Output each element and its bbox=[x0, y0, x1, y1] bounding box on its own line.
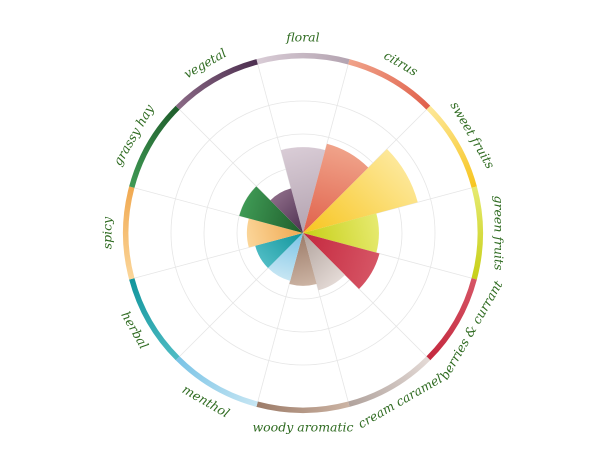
wedge-grassy-hay[interactable] bbox=[239, 186, 303, 233]
label-sweet-fruits: sweet fruits bbox=[447, 99, 497, 171]
label-green-fruits: green fruits bbox=[492, 196, 507, 271]
wedge-berries-currant[interactable] bbox=[303, 233, 380, 290]
wedge-sweet-fruits[interactable] bbox=[303, 148, 418, 233]
ring-segment-spicy bbox=[123, 186, 135, 280]
wedge-citrus[interactable] bbox=[303, 143, 369, 233]
ring-segment-woody-aromatic bbox=[256, 401, 350, 413]
outer-ring bbox=[123, 53, 483, 413]
ring-segment-floral bbox=[256, 53, 350, 65]
wedge-spicy[interactable] bbox=[246, 218, 303, 248]
ring-segment-menthol bbox=[175, 356, 258, 407]
ring-segment-citrus bbox=[348, 59, 431, 110]
wedge-vegetal[interactable] bbox=[270, 188, 303, 233]
wedges bbox=[239, 143, 418, 291]
label-grassy-hay: grassy hay bbox=[110, 101, 157, 168]
label-floral: floral bbox=[285, 30, 319, 45]
wedge-woody-aromatic[interactable] bbox=[289, 233, 317, 286]
ring-segment-green-fruits bbox=[471, 186, 483, 280]
ring-segment-grassy-hay bbox=[129, 105, 180, 188]
grid-spoke-9 bbox=[179, 256, 280, 357]
ring-segment-herbal bbox=[129, 278, 180, 361]
grid-ring-4 bbox=[170, 100, 436, 366]
label-woody-aromatic: woody aromatic bbox=[252, 420, 353, 435]
ring-segment-cream-caramel bbox=[348, 356, 431, 407]
ring-segment-vegetal bbox=[175, 59, 258, 110]
wedge-menthol[interactable] bbox=[267, 233, 303, 281]
label-spicy: spicy bbox=[100, 216, 115, 249]
wedge-green-fruits[interactable] bbox=[303, 213, 379, 253]
wedge-cream-caramel[interactable] bbox=[303, 233, 346, 291]
grid-spoke-8 bbox=[257, 264, 295, 402]
label-menthol: menthol bbox=[180, 382, 232, 421]
grid-ring-3 bbox=[203, 133, 403, 333]
grid-spoke-10 bbox=[134, 241, 272, 279]
ring-segment-sweet-fruits bbox=[426, 105, 477, 188]
wedge-herbal[interactable] bbox=[255, 233, 303, 269]
ring-segment-berries-currant bbox=[426, 278, 477, 361]
wedge-floral[interactable] bbox=[280, 147, 326, 233]
